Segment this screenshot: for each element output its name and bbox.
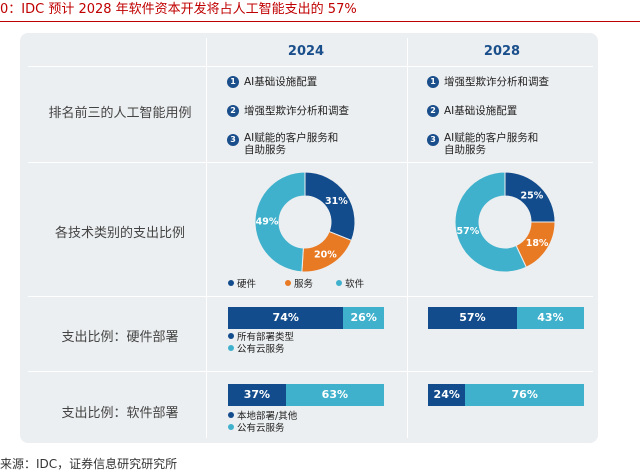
- donut-slice-软件: [454, 171, 527, 273]
- column-divider-left: [206, 38, 207, 438]
- donut-chart-2024: 31% 20% 49%: [254, 171, 356, 273]
- rank-badge: 2: [227, 105, 239, 117]
- use-case-2028-3: AI赋能的客户服务和自助服务: [444, 132, 539, 156]
- bar-legend-hardware: 所有部署类型 公有云服务: [228, 332, 294, 356]
- bar-hardware-2024: 74% 26%: [228, 307, 384, 329]
- use-case-2028-2: AI基础设施配置: [444, 105, 518, 117]
- bar-segment-公有云服务: 63%: [285, 384, 384, 406]
- donut-slice-label: 20%: [314, 250, 337, 261]
- column-divider-right: [407, 38, 408, 438]
- source-note: 来源：IDC，证券信息研究研究所: [0, 457, 178, 471]
- column-header-2028: 2028: [483, 44, 521, 59]
- donut-legend: 硬件 服务 软件: [228, 276, 364, 290]
- donut-slice-label: 57%: [457, 226, 480, 237]
- row-label-hardware-deployment: 支出比例：硬件部署: [61, 330, 179, 345]
- row-label-spending-by-category: 各技术类别的支出比例: [54, 226, 185, 241]
- bar-segment-本地部署/其他: 24%: [428, 384, 466, 406]
- use-case-2024-2: 增强型欺诈分析和调查: [244, 105, 349, 117]
- bar-software-2024: 37% 63%: [228, 384, 384, 406]
- legend-item-public-cloud: 公有云服务: [228, 344, 294, 356]
- donut-slice-label: 49%: [256, 216, 279, 227]
- row-label-top-use-cases: 排名前三的人工智能用例: [48, 106, 192, 121]
- legend-item-software: 软件: [336, 279, 364, 290]
- row-divider-2: [28, 162, 593, 163]
- bar-segment-所有部署类型: 57%: [428, 307, 517, 329]
- legend-item-on-premise: 本地部署/其他: [228, 411, 297, 423]
- bar-software-2028: 24% 76%: [428, 384, 584, 406]
- legend-item-hardware: 硬件: [228, 279, 256, 290]
- bar-legend-software: 本地部署/其他 公有云服务: [228, 411, 297, 435]
- donut-slice-label: 25%: [520, 191, 543, 202]
- column-header-2024: 2024: [287, 44, 325, 59]
- rank-badge: 1: [227, 76, 239, 88]
- legend-item-services: 服务: [285, 279, 313, 290]
- rank-badge: 2: [427, 105, 439, 117]
- donut-chart-2028: 25% 18% 57%: [454, 171, 556, 273]
- legend-item-public-cloud: 公有云服务: [228, 423, 297, 435]
- row-divider-4: [28, 371, 593, 372]
- rank-badge: 3: [227, 134, 239, 146]
- row-label-software-deployment: 支出比例：软件部署: [61, 406, 179, 421]
- row-divider-3: [28, 296, 593, 297]
- bar-segment-本地部署/其他: 37%: [228, 384, 286, 406]
- rank-badge: 3: [427, 134, 439, 146]
- bar-segment-公有云服务: 76%: [465, 384, 584, 406]
- use-case-2024-3: AI赋能的客户服务和自助服务: [244, 132, 339, 156]
- donut-slice-硬件: [304, 171, 356, 242]
- bar-segment-公有云服务: 43%: [516, 307, 584, 329]
- legend-item-all-deployments: 所有部署类型: [228, 332, 294, 344]
- use-case-2028-1: 增强型欺诈分析和调查: [444, 76, 549, 88]
- row-divider-1: [28, 66, 593, 67]
- use-case-2024-1: AI基础设施配置: [244, 76, 318, 88]
- bar-segment-公有云服务: 26%: [343, 307, 384, 329]
- figure-title: 0：IDC 预计 2028 年软件资本开发将占人工智能支出的 57%: [0, 2, 357, 17]
- bar-segment-所有部署类型: 74%: [228, 307, 344, 329]
- donut-slice-软件: [254, 171, 306, 273]
- title-rule: [0, 21, 640, 22]
- bar-hardware-2028: 57% 43%: [428, 307, 584, 329]
- rank-badge: 1: [427, 76, 439, 88]
- chart-panel: [20, 33, 598, 443]
- donut-slice-label: 18%: [526, 238, 549, 249]
- donut-slice-label: 31%: [325, 196, 348, 207]
